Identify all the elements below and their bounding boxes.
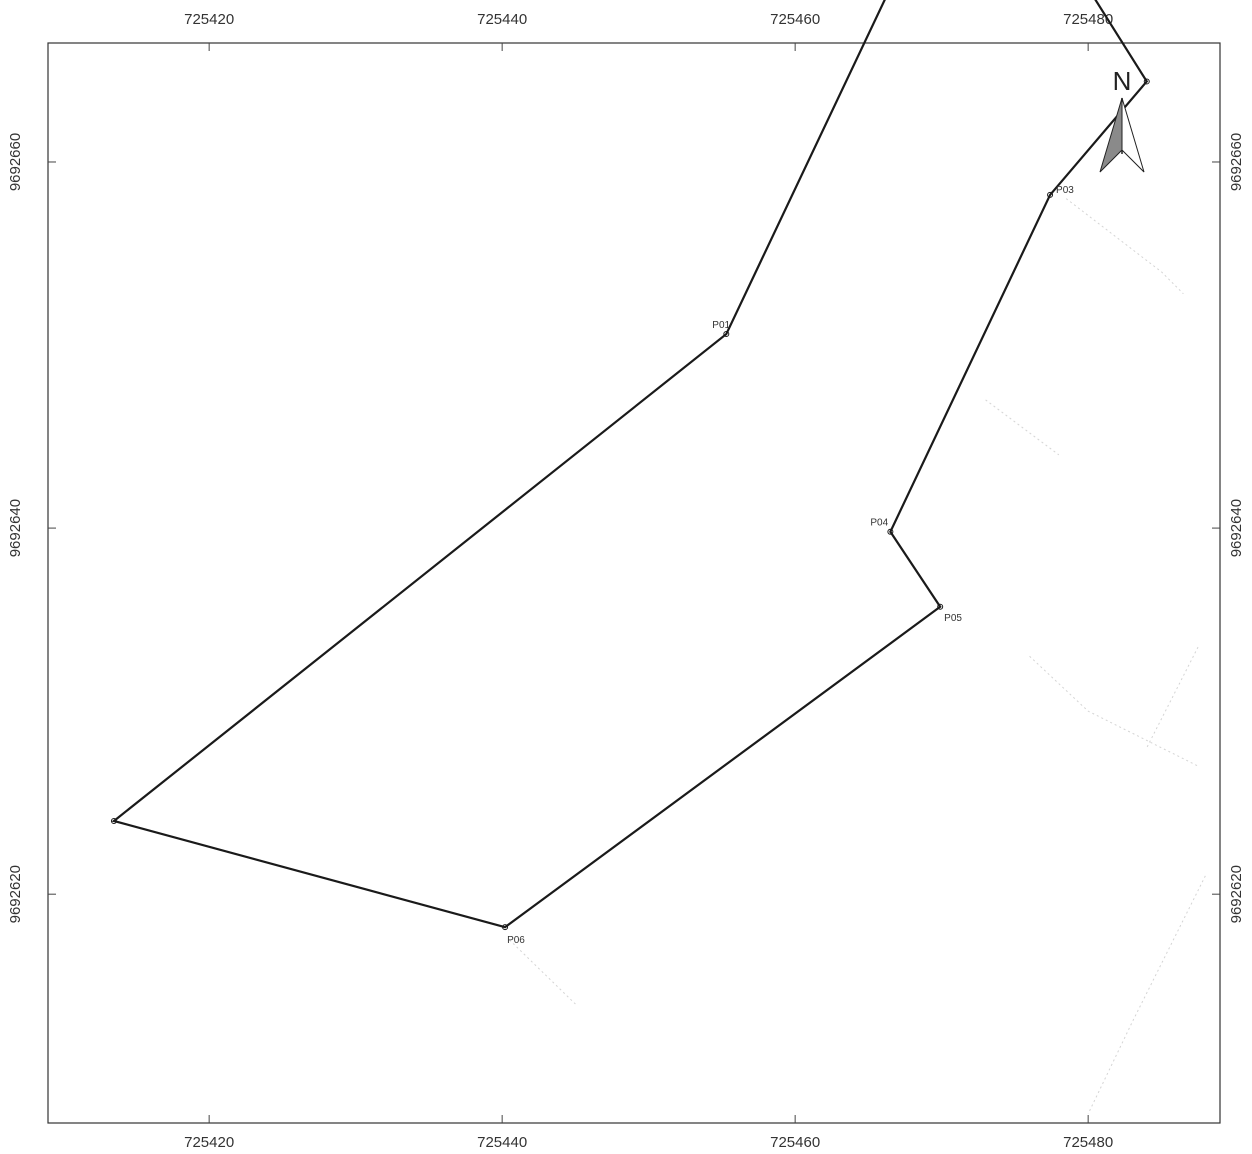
coordinate-grid-ticks: 725420 725420 725440 725440 725460 725460 7254…: [7, 11, 1245, 1151]
vertex-label-p03: P03: [1056, 185, 1074, 196]
faint-line-5: [1087, 875, 1206, 1115]
vertex-label-p04: P04: [870, 518, 888, 529]
vertex-marker-4: [1143, 78, 1150, 85]
parcel-boundary: [111, 0, 1149, 929]
y-tick-label-left: 9692660: [7, 133, 24, 191]
y-tick-label-right: 9692640: [1228, 499, 1245, 557]
x-tick-label-bottom: 725440: [477, 1134, 527, 1151]
y-tick-label-left: 9692620: [7, 865, 24, 923]
north-arrow-icon: N: [1099, 66, 1145, 173]
vertex-label-p05: P05: [944, 613, 962, 624]
faint-line-2: [985, 399, 1060, 456]
vertex-marker-6: [887, 528, 894, 535]
x-tick-label-bottom: 725460: [770, 1134, 820, 1151]
vertex-marker-7: [937, 603, 944, 610]
vertex-marker-8: [502, 924, 509, 931]
map-frame: [47, 42, 1221, 1124]
y-tick-label-right: 9692620: [1228, 865, 1245, 923]
vertex-marker-1: [110, 817, 117, 824]
vertex-label-p01: P01: [712, 320, 730, 331]
vertex-label-p06: P06: [507, 935, 525, 946]
faint-line-3: [1029, 655, 1199, 767]
faint-line-1: [1065, 198, 1184, 295]
x-tick-label-top: 725480: [1063, 11, 1113, 28]
vertex-marker-2: [723, 331, 730, 338]
x-tick-label-top: 725460: [770, 11, 820, 28]
x-tick-label-bottom: 725480: [1063, 1134, 1113, 1151]
x-tick-label-top: 725440: [477, 11, 527, 28]
x-tick-label-top: 725420: [184, 11, 234, 28]
north-label: N: [1113, 66, 1132, 96]
faint-line-4: [1146, 646, 1199, 748]
y-tick-label-left: 9692640: [7, 499, 24, 557]
vertex-marker-5: [1047, 191, 1054, 198]
y-tick-label-right: 9692660: [1228, 133, 1245, 191]
faint-line-6: [509, 939, 576, 1005]
x-tick-label-bottom: 725420: [184, 1134, 234, 1151]
background-faint-lines: [509, 198, 1206, 1115]
parcel-polygon-layer: P01P02P03P04P05P06: [110, 0, 1150, 946]
